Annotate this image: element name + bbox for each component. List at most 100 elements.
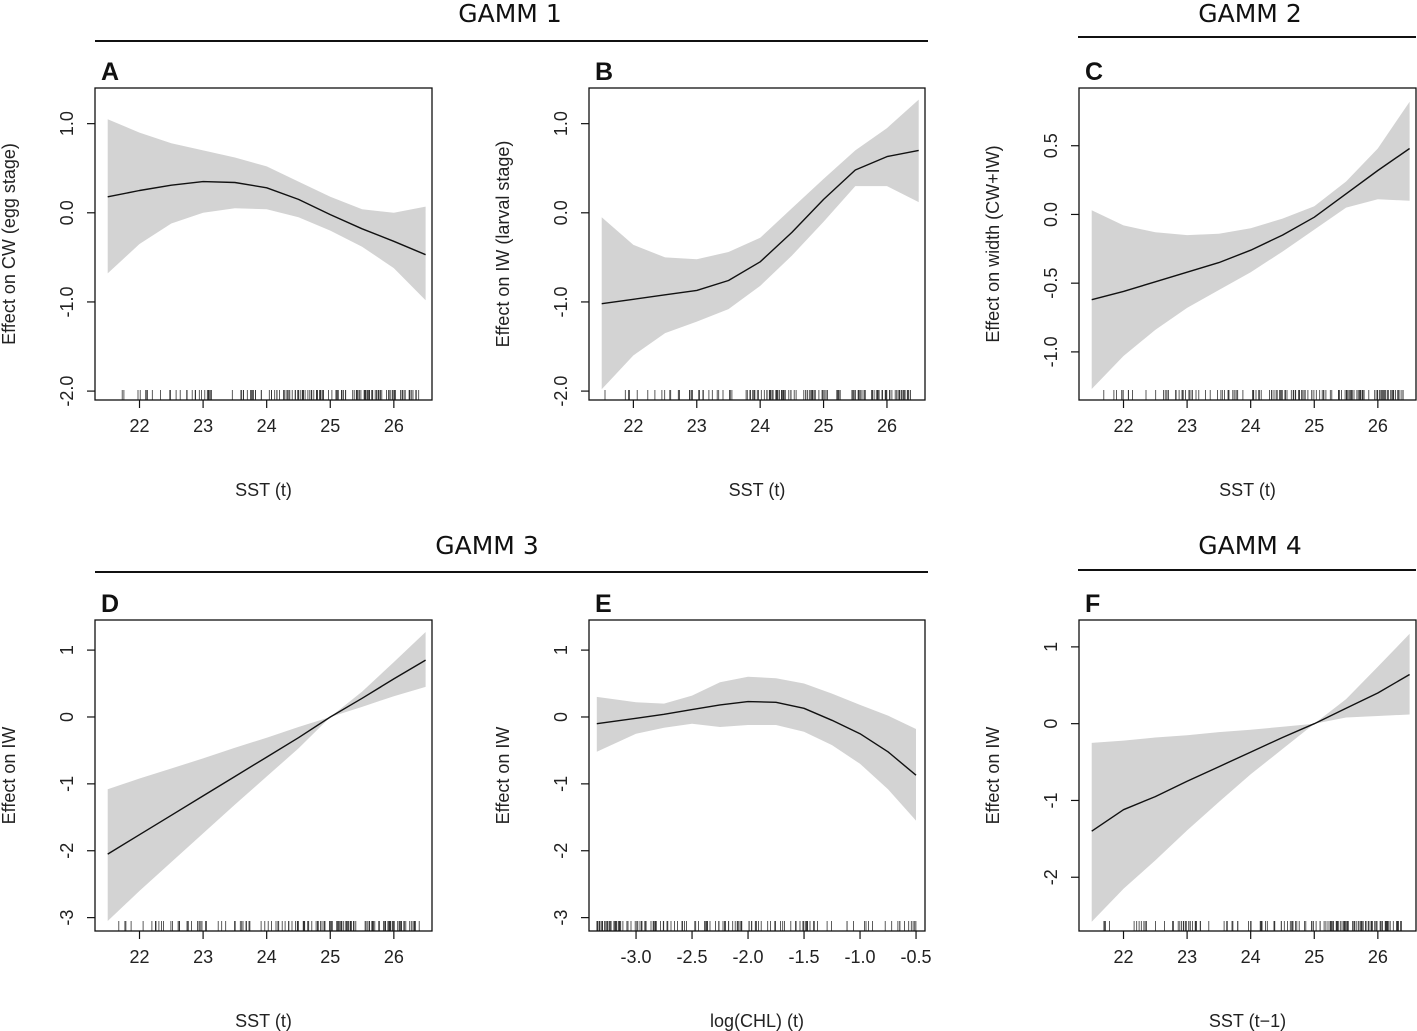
x-tick-label: 26 xyxy=(877,416,897,436)
fitted-line xyxy=(1091,147,1410,301)
y-axis-label: Effect on IW xyxy=(493,727,513,825)
y-tick-label: -1 xyxy=(551,776,571,792)
panel-letter: A xyxy=(101,58,119,86)
y-tick-label: -0.5 xyxy=(1041,268,1061,299)
y-tick-label: -3 xyxy=(57,910,77,926)
confidence-band xyxy=(1091,101,1410,389)
y-tick-label: -1 xyxy=(57,776,77,792)
y-axis-label: Effect on CW (egg stage) xyxy=(0,143,19,345)
x-tick-label: 23 xyxy=(193,416,213,436)
x-tick-label: 22 xyxy=(129,947,149,967)
y-tick-label: 1 xyxy=(1041,642,1061,652)
y-tick-label: -2 xyxy=(551,843,571,859)
x-tick-label: 25 xyxy=(320,947,340,967)
y-tick-label: 1 xyxy=(57,645,77,655)
x-tick-label: 25 xyxy=(1304,947,1324,967)
panel-c: 22 23 24 25 26 -1.0 -0.5 0.0 0.5 SST (t) Effect on… xyxy=(983,58,1417,500)
group-title-gamm-4: GAMM 4 xyxy=(1198,531,1301,560)
y-tick-label: -1.0 xyxy=(57,286,77,317)
group-title-gamm-1: GAMM 1 xyxy=(458,0,561,28)
y-tick-label: -2.0 xyxy=(57,376,77,407)
confidence-band xyxy=(107,632,426,921)
confidence-band xyxy=(601,99,919,390)
fitted-line xyxy=(1091,673,1410,832)
y-tick-label: 0.0 xyxy=(551,200,571,225)
group-header-gamm-3: GAMM 3 xyxy=(95,531,928,573)
x-tick-label: 24 xyxy=(1241,416,1261,436)
x-tick-label: -2.5 xyxy=(677,947,708,967)
y-tick-label: 0 xyxy=(551,712,571,722)
y-tick-label: 1 xyxy=(551,645,571,655)
y-axis-label: Effect on IW xyxy=(983,727,1003,825)
y-tick-label: -2.0 xyxy=(551,376,571,407)
confidence-band xyxy=(596,676,916,821)
x-tick-label: 22 xyxy=(1113,947,1133,967)
y-axis-label: Effect on IW xyxy=(0,727,19,825)
panel-f: 22 23 24 25 26 -2 -1 0 1 SST (t−1) Effect on IW F xyxy=(983,590,1417,1031)
x-tick-label: 25 xyxy=(814,416,834,436)
panel-a: 22 23 24 25 26 -2.0 -1.0 0.0 1.0 SST (t) Effect on… xyxy=(0,58,433,500)
x-tick-label: 24 xyxy=(257,947,277,967)
panel-letter: B xyxy=(595,58,613,86)
x-axis-label: SST (t) xyxy=(729,480,786,500)
rug-marks xyxy=(596,921,917,931)
x-tick-label: 24 xyxy=(257,416,277,436)
x-tick-label: 23 xyxy=(193,947,213,967)
panel-letter: F xyxy=(1085,590,1100,618)
x-tick-label: 23 xyxy=(1177,416,1197,436)
plot-frame xyxy=(588,87,926,401)
x-axis-label: SST (t) xyxy=(1219,480,1276,500)
y-tick-label: 0.0 xyxy=(57,200,77,225)
group-header-gamm-1: GAMM 1 xyxy=(95,0,928,42)
x-axis-label: SST (t) xyxy=(235,480,292,500)
panel-letter: D xyxy=(101,590,119,618)
group-title-gamm-3: GAMM 3 xyxy=(435,531,538,560)
x-tick-label: 24 xyxy=(1241,947,1261,967)
y-axis-label: Effect on width (CW+IW) xyxy=(983,145,1003,342)
fitted-line xyxy=(107,659,426,855)
y-tick-label: 0 xyxy=(1041,719,1061,729)
y-tick-label: 0.0 xyxy=(1041,202,1061,227)
confidence-band xyxy=(107,119,426,301)
y-tick-label: -1.0 xyxy=(551,286,571,317)
x-tick-label: 25 xyxy=(320,416,340,436)
y-tick-label: -2 xyxy=(57,843,77,859)
panel-b: 22 23 24 25 26 -2.0 -1.0 0.0 1.0 SST (t) Effect on… xyxy=(493,58,926,500)
y-tick-label: -3 xyxy=(551,910,571,926)
plot-frame xyxy=(588,619,926,932)
panel-e: -3.0 -2.5 -2.0 -1.5 -1.0 -0.5 -3 -2 -1 0 1 log(CHL)… xyxy=(493,590,932,1031)
fitted-line xyxy=(601,149,919,305)
plot-frame xyxy=(94,619,433,932)
x-tick-label: 22 xyxy=(129,416,149,436)
y-axis-label: Effect on IW (larval stage) xyxy=(493,141,513,348)
rug-marks xyxy=(121,390,420,400)
x-tick-label: -1.0 xyxy=(845,947,876,967)
x-tick-label: 26 xyxy=(1368,416,1388,436)
group-header-gamm-2: GAMM 2 xyxy=(1078,0,1416,38)
x-tick-label: -2.0 xyxy=(733,947,764,967)
x-tick-label: 23 xyxy=(1177,947,1197,967)
x-axis-label: SST (t−1) xyxy=(1209,1011,1286,1031)
plot-frame xyxy=(1078,619,1417,932)
y-tick-label: 0 xyxy=(57,712,77,722)
y-tick-label: 0.5 xyxy=(1041,133,1061,158)
y-tick-label: -1.0 xyxy=(1041,336,1061,367)
x-tick-label: -0.5 xyxy=(901,947,932,967)
group-title-gamm-2: GAMM 2 xyxy=(1198,0,1301,28)
fitted-line xyxy=(596,700,917,776)
fitted-line xyxy=(107,180,426,256)
panel-d: 22 23 24 25 26 -3 -2 -1 0 1 SST (t) Effect on IW D xyxy=(0,590,433,1031)
y-tick-label: 1.0 xyxy=(551,111,571,136)
rug-marks xyxy=(1103,390,1404,400)
x-tick-label: 23 xyxy=(687,416,707,436)
x-tick-label: 26 xyxy=(384,416,404,436)
plot-frame xyxy=(1078,87,1417,401)
x-tick-label: -1.5 xyxy=(789,947,820,967)
panel-letter: C xyxy=(1085,58,1103,86)
panel-letter: E xyxy=(595,590,612,618)
y-tick-label: -1 xyxy=(1041,792,1061,808)
x-tick-label: -3.0 xyxy=(621,947,652,967)
rug-marks xyxy=(1103,921,1402,931)
x-axis-label: log(CHL) (t) xyxy=(710,1011,804,1031)
